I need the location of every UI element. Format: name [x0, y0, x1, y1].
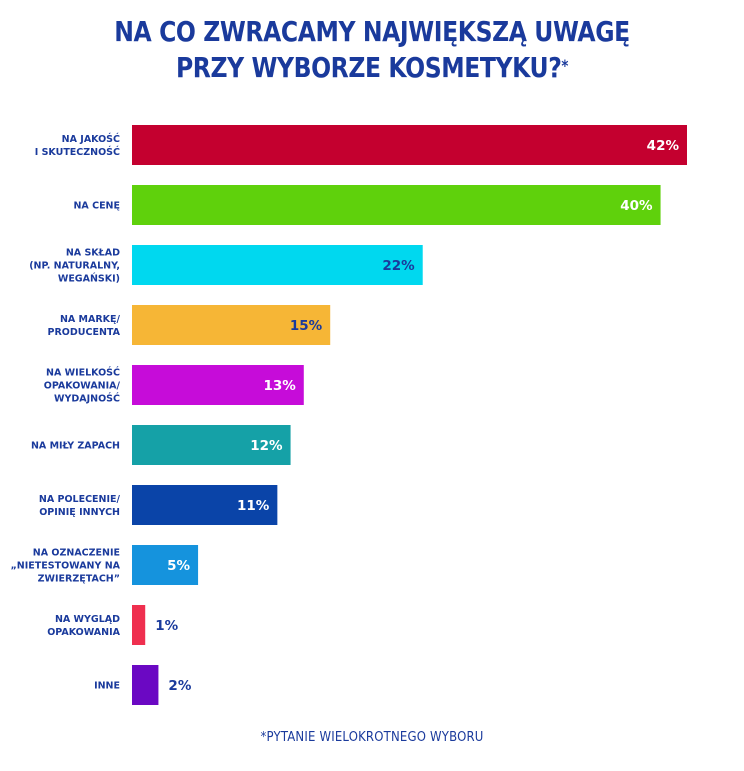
bar	[132, 605, 146, 645]
chart-title-line-2-text: PRZY WYBORZE KOSMETYKU?	[175, 51, 562, 84]
category-label-line: WEGAŃSKI)	[58, 273, 120, 285]
chart-footnote: *PYTANIE WIELOKROTNEGO WYBORU	[260, 730, 484, 745]
category-label-line: NA JAKOŚĆ	[62, 133, 120, 145]
value-label: 5%	[167, 558, 190, 574]
category-label-line: NA MIŁY ZAPACH	[31, 441, 120, 452]
value-label: 13%	[263, 378, 296, 394]
chart-title-line-2: PRZY WYBORZE KOSMETYKU?*	[60, 50, 685, 86]
bar-group: NA OZNACZENIE „NIETESTOWANY NA ZWIERZĘTACH…	[11, 545, 199, 585]
category-label-line: PRODUCENTA	[48, 327, 121, 338]
category-label: NA MIŁY ZAPACH	[31, 441, 120, 452]
bar-group: NA CENĘ 40%	[73, 185, 661, 225]
category-label-line: NA WYGLĄD	[55, 614, 120, 625]
bar	[132, 425, 291, 465]
bar	[132, 185, 661, 225]
category-label-line: NA MARKĘ/	[60, 314, 121, 325]
bar	[132, 245, 423, 285]
category-label-line: INNE	[94, 681, 120, 692]
category-label: NA JAKOŚĆ I SKUTECZNOŚĆ	[35, 133, 120, 158]
value-label: 42%	[647, 138, 680, 154]
bar	[132, 485, 278, 525]
category-label: NA POLECENIE/OPINIĘ INNYCH	[39, 494, 121, 518]
category-label: NA SKŁAD (NP. NATURALNY, WEGAŃSKI)	[29, 248, 120, 285]
value-label: 12%	[250, 438, 283, 454]
category-label-line: NA WIELKOŚĆ	[46, 367, 120, 379]
bar-group: NA MARKĘ/PRODUCENTA 15%	[48, 305, 331, 345]
value-label: 22%	[382, 258, 415, 274]
category-label-line: NA SKŁAD	[66, 248, 120, 259]
value-label: 1%	[155, 618, 178, 634]
bar	[132, 305, 331, 345]
value-label: 2%	[168, 678, 191, 694]
chart-title-line-1: NA CO ZWRACAMY NAJWIĘKSZĄ UWAGĘ	[114, 15, 630, 48]
bar	[132, 365, 304, 405]
category-label-line: WYDAJNOŚĆ	[54, 393, 120, 405]
category-label: NA WIELKOŚĆ OPAKOWANIA/WYDAJNOŚĆ	[44, 367, 121, 405]
bar-group: NA MIŁY ZAPACH 12%	[31, 425, 291, 465]
category-label-line: NA POLECENIE/	[39, 494, 121, 505]
category-label: NA OZNACZENIE „NIETESTOWANY NA ZWIERZĘTACH…	[11, 548, 121, 585]
category-label-line: NA OZNACZENIE	[33, 548, 120, 559]
bar-group: NA JAKOŚĆ I SKUTECZNOŚĆ 42%	[35, 125, 687, 165]
chart-title-marker: *	[561, 56, 569, 75]
category-label-line: (NP. NATURALNY,	[29, 261, 120, 272]
bar-group: NA POLECENIE/OPINIĘ INNYCH 11%	[39, 485, 278, 525]
bar-group: NA WYGLĄD OPAKOWANIA 1%	[47, 605, 179, 645]
bar-group: NA SKŁAD (NP. NATURALNY, WEGAŃSKI) 22%	[29, 245, 423, 285]
bar	[132, 665, 159, 705]
chart-title: NA CO ZWRACAMY NAJWIĘKSZĄ UWAGĘ PRZY WYB…	[60, 14, 685, 86]
category-label-line: NA CENĘ	[73, 201, 120, 212]
category-label-line: OPINIĘ INNYCH	[39, 507, 120, 518]
category-label-line: OPAKOWANIA/	[44, 381, 121, 392]
category-label-line: I SKUTECZNOŚĆ	[35, 146, 120, 158]
value-label: 15%	[290, 318, 323, 334]
category-label: INNE	[94, 681, 120, 692]
bar	[132, 125, 687, 165]
category-label-line: OPAKOWANIA	[47, 627, 120, 638]
bar-group: INNE 2%	[94, 665, 192, 705]
bar	[132, 545, 199, 585]
value-label: 40%	[620, 198, 653, 214]
category-label: NA MARKĘ/PRODUCENTA	[48, 314, 121, 338]
value-label: 11%	[237, 498, 270, 514]
bar-group: NA WIELKOŚĆ OPAKOWANIA/WYDAJNOŚĆ 13%	[44, 365, 304, 405]
category-label-line: „NIETESTOWANY NA	[11, 561, 121, 572]
category-label-line: ZWIERZĘTACH”	[38, 574, 120, 585]
category-label: NA CENĘ	[73, 201, 120, 212]
category-label: NA WYGLĄD OPAKOWANIA	[47, 614, 120, 638]
